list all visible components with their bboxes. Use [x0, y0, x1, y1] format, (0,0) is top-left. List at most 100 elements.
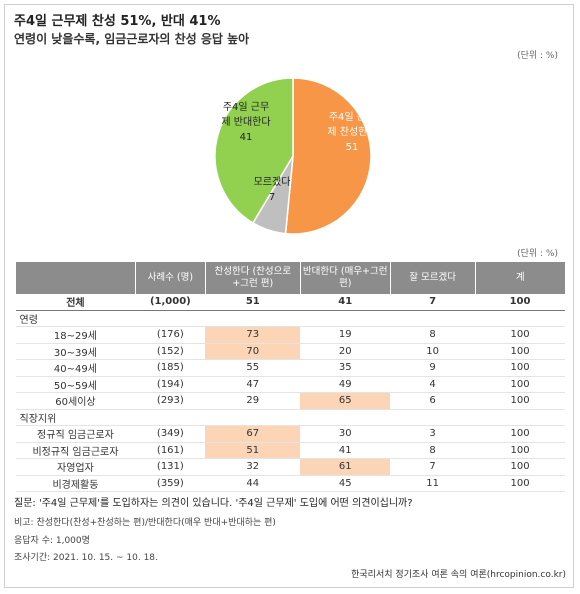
pie-label: 주4일 근무제 찬성한다 51 — [326, 110, 378, 155]
pie-slice — [214, 77, 294, 224]
table-cell: 8 — [390, 326, 476, 344]
pie-category: 모르겠다 — [253, 177, 291, 188]
table-cell: 100 — [475, 458, 565, 476]
table-cell: 51 — [205, 294, 301, 311]
row-label: 비정규직 임금근로자 — [15, 442, 136, 459]
header-cell: 잘 모르겠다 — [389, 262, 476, 294]
table-row: 50~59세 (194) 47 49 4 100 — [15, 376, 565, 393]
table-cell: 30 — [300, 425, 391, 443]
section-label: 연령 — [15, 310, 565, 327]
table-cell: (152) — [135, 343, 206, 360]
row-label: 정규직 임금근로자 — [15, 425, 136, 443]
table-cell: (176) — [135, 326, 206, 344]
table-row: 60세이상 (293) 29 65 6 100 — [15, 392, 565, 410]
pie-value: 51 — [345, 142, 359, 153]
table-row: 비경제활동 (359) 44 45 11 100 — [15, 475, 565, 492]
table-cell: 100 — [475, 376, 565, 393]
table-row: 30~39세 (152) 70 20 10 100 — [15, 343, 565, 360]
table-cell: 41 — [300, 294, 391, 311]
pie-slice — [284, 77, 372, 235]
table-cell: 10 — [390, 343, 476, 360]
table-cell: (161) — [135, 442, 206, 459]
source: 한국리서치 정기조사 여론 속의 여론(hrcopinion.co.kr) — [351, 570, 566, 580]
table-cell: 29 — [205, 392, 301, 410]
table-cell: 100 — [475, 343, 565, 360]
period: 조사기간: 2021. 10. 15. ~ 10. 18. — [14, 553, 158, 563]
table-cell: 7 — [390, 294, 476, 311]
table-cell: (359) — [135, 475, 206, 492]
table-cell: 73 — [205, 326, 301, 344]
header-cell: 반대한다 (매우+그런 편) — [299, 262, 391, 294]
table-cell: 47 — [205, 376, 301, 393]
pie-value: 7 — [268, 192, 276, 203]
table-cell: 3 — [390, 425, 476, 443]
pie-category: 주4일 근무제 반대한다 — [221, 102, 271, 128]
table-cell: 100 — [475, 326, 565, 344]
row-label: 40~49세 — [15, 359, 136, 377]
table: 사례수 (명) 찬성한다 (찬성으로+그런 편) 반대한다 (매우+그런 편) 잘 모… — [15, 262, 565, 492]
table-row: 40~49세 (185) 55 35 9 100 — [15, 359, 565, 377]
pie-value: 41 — [239, 132, 253, 143]
question: 질문: '주4일 근무제'를 도입하자는 의견이 있습니다. '주4일 근무제'… — [14, 498, 413, 509]
header-cell: 사례수 (명) — [134, 262, 206, 294]
table-cell: 7 — [390, 458, 476, 476]
table-cell: 61 — [300, 458, 391, 476]
table-row: 자영업자 (131) 32 61 7 100 — [15, 458, 565, 476]
table-cell: 49 — [300, 376, 391, 393]
table-cell: (349) — [135, 425, 206, 443]
table-cell: 100 — [475, 294, 565, 311]
table-cell: 32 — [205, 458, 301, 476]
respondents: 응답자 수: 1,000명 — [14, 536, 90, 546]
unit: (단위 : %) — [517, 249, 558, 259]
header-cell: 계 — [474, 262, 565, 294]
pie-chart — [214, 77, 372, 235]
table-cell: 70 — [205, 343, 301, 360]
table-cell: (185) — [135, 359, 206, 377]
table-cell: 45 — [300, 475, 391, 492]
table-row: 전체 (1,000) 51 41 7 100 — [15, 294, 565, 311]
table-cell: (131) — [135, 458, 206, 476]
table-cell: (194) — [135, 376, 206, 393]
table-cell: 100 — [475, 442, 565, 459]
frame — [4, 4, 574, 588]
table-cell: 51 — [205, 442, 301, 459]
row-label: 30~39세 — [15, 343, 136, 360]
table-cell: 55 — [205, 359, 301, 377]
unit: (단위 : %) — [517, 51, 558, 61]
table-cell: 100 — [475, 475, 565, 492]
table-cell: 6 — [390, 392, 476, 410]
row-label: 비경제활동 — [15, 475, 136, 492]
table-cell: 100 — [475, 392, 565, 410]
header-cell — [15, 262, 136, 294]
table-cell: 100 — [475, 359, 565, 377]
table-cell: 8 — [390, 442, 476, 459]
row-label: 자영업자 — [15, 458, 136, 476]
table-cell: 100 — [475, 425, 565, 443]
table-row: 연령 — [15, 310, 565, 327]
table-cell: 65 — [300, 392, 391, 410]
header-row: 사례수 (명) 찬성한다 (찬성으로+그런 편) 반대한다 (매우+그런 편) 잘 모… — [15, 262, 565, 294]
row-label: 50~59세 — [15, 376, 136, 393]
note: 비고: 찬성한다(찬성+찬성하는 편)/반대한다(매우 반대+반대하는 편) — [14, 518, 276, 528]
row-label: 18~29세 — [15, 326, 136, 344]
table-cell: 35 — [300, 359, 391, 377]
pie-category: 주4일 근무제 찬성한다 — [327, 112, 377, 138]
pie-label: 모르겠다 7 — [246, 175, 298, 205]
table-cell: 4 — [390, 376, 476, 393]
table-cell: 44 — [205, 475, 301, 492]
header-cell: 찬성한다 (찬성으로+그런 편) — [204, 262, 301, 294]
title: 주4일 근무제 찬성 51%, 반대 41% — [14, 14, 221, 29]
table-row: 18~29세 (176) 73 19 8 100 — [15, 326, 565, 344]
table-cell: 67 — [205, 425, 301, 443]
table-cell: 19 — [300, 326, 391, 344]
table-row: 비정규직 임금근로자 (161) 51 41 8 100 — [15, 442, 565, 459]
table-cell: 9 — [390, 359, 476, 377]
table-cell: 20 — [300, 343, 391, 360]
table-cell: 11 — [390, 475, 476, 492]
table-cell: (293) — [135, 392, 206, 410]
table-cell: 41 — [300, 442, 391, 459]
section-label: 직장지위 — [15, 409, 565, 426]
table-row: 직장지위 — [15, 409, 565, 426]
row-label: 60세이상 — [15, 392, 136, 410]
